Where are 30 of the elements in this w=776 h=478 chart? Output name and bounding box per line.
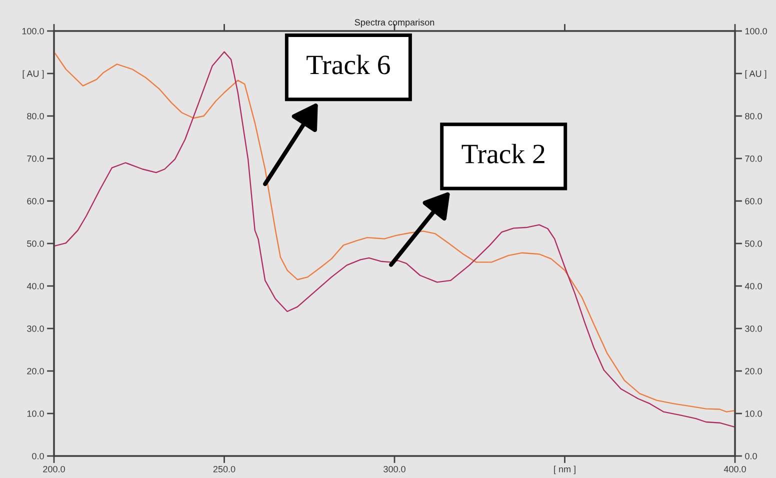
annotation: Track 2 xyxy=(462,144,544,164)
y-tick-label: 50.0 xyxy=(27,240,44,247)
x-tick-label: 200.0 xyxy=(43,466,65,472)
y2-tick-label: 30.0 xyxy=(745,325,762,332)
y-tick-label: [ AU ] xyxy=(22,70,44,79)
y2-tick-label: 100.0 xyxy=(745,28,767,34)
chart-title: Spectra comparison xyxy=(354,18,434,28)
x-tick-label: [ nm ] xyxy=(554,466,576,474)
y-tick-label: 40.0 xyxy=(26,282,44,290)
y2-tick-label: 0.0 xyxy=(745,452,757,460)
y2-tick-label: 20.0 xyxy=(745,368,762,374)
y2-tick-label: 40.0 xyxy=(744,282,762,290)
y-tick-label: 20.0 xyxy=(27,368,44,374)
x-tick-label: 400.0 xyxy=(724,466,746,472)
y2-tick-label: 10.0 xyxy=(745,410,762,417)
annotation: Track 6 xyxy=(306,54,390,74)
y-tick-label: 10.0 xyxy=(27,410,44,417)
y-tick-label: 60.0 xyxy=(27,198,44,204)
y2-tick-label: 50.0 xyxy=(745,240,762,247)
x-tick-label: 300.0 xyxy=(384,466,406,472)
x-tick-label: 250.0 xyxy=(213,466,236,472)
y-tick-label: 100.0 xyxy=(22,28,44,34)
y2-tick-label: [ AU ] xyxy=(745,70,766,79)
y2-tick-label: 70.0 xyxy=(745,155,762,162)
y-tick-label: 80.0 xyxy=(27,112,44,120)
y-tick-label: 0.0 xyxy=(32,452,44,460)
y-tick-label: 70.0 xyxy=(27,155,44,162)
y2-tick-label: 80.0 xyxy=(745,112,762,120)
y2-tick-label: 60.0 xyxy=(745,198,762,204)
y-tick-label: 30.0 xyxy=(27,325,44,332)
